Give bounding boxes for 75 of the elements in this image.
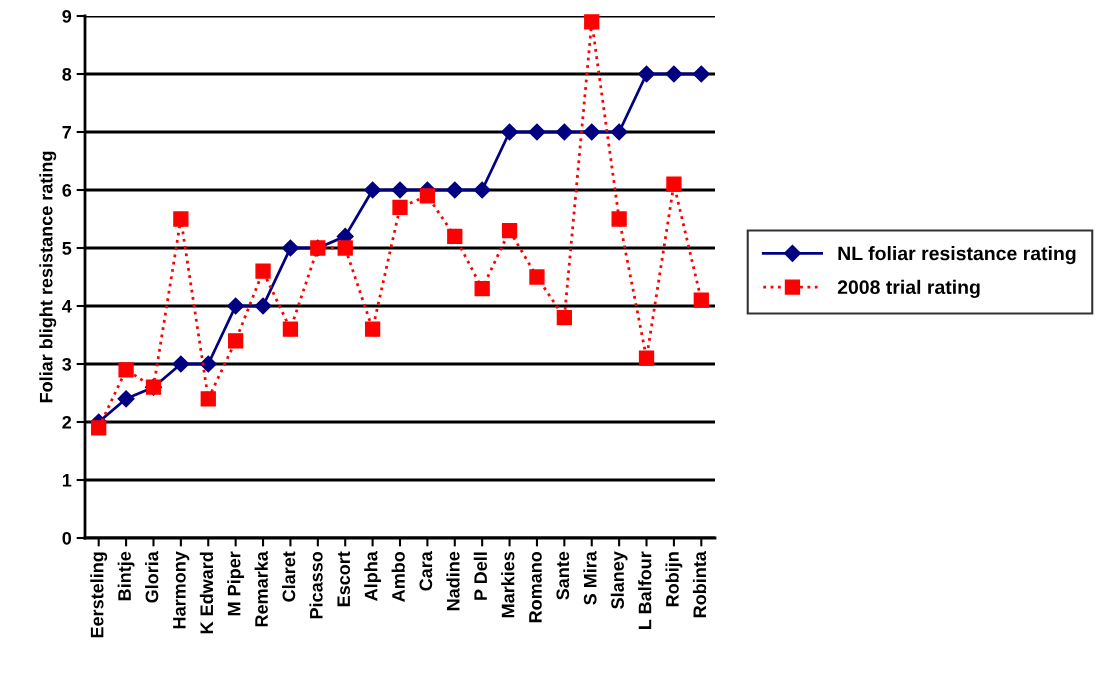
- x-tick-label: S Mira: [583, 551, 597, 605]
- point: [501, 222, 518, 239]
- y-tick-label: 5: [62, 242, 72, 255]
- point: [528, 123, 546, 141]
- point: [117, 390, 135, 408]
- x-tick-label: Bintje: [117, 551, 135, 601]
- point: [419, 188, 436, 204]
- point: [337, 240, 353, 256]
- y-tick-label: 3: [62, 357, 72, 371]
- x-tick-label: L Balfour: [638, 551, 652, 629]
- x-tick-label: Sante: [556, 551, 570, 600]
- point: [637, 65, 656, 83]
- point: [474, 280, 490, 297]
- x-tick-label: Harmony: [173, 551, 190, 629]
- y-tick-label: 9: [62, 9, 72, 23]
- x-tick-label: Slaney: [610, 551, 628, 609]
- point: [364, 181, 382, 199]
- point: [666, 176, 682, 192]
- point: [473, 181, 491, 199]
- x-tick-label: Escort: [337, 551, 351, 607]
- x-tick-label: Eersteling: [90, 552, 108, 638]
- point: [228, 333, 244, 349]
- x-tick-label: Claret: [282, 551, 296, 602]
- point: [282, 321, 299, 337]
- x-tick-label: Markies: [501, 551, 515, 618]
- y-tick-label: 7: [62, 126, 72, 139]
- y-tick-label: 0: [62, 531, 72, 545]
- point: [638, 350, 655, 366]
- point: [501, 123, 519, 141]
- x-tick-label: Robinta: [692, 551, 707, 618]
- legend-label: NL foliar resistance rating: [838, 246, 1076, 265]
- point: [364, 321, 381, 337]
- point: [610, 123, 628, 141]
- y-tick-label: 6: [62, 183, 72, 197]
- point: [173, 211, 189, 227]
- point: [693, 292, 709, 308]
- x-tick-label: Robijn: [665, 552, 683, 607]
- y-tick-label: 2: [62, 415, 72, 429]
- point: [583, 123, 601, 141]
- x-tick-label: Gloria: [145, 551, 159, 603]
- point: [281, 239, 299, 257]
- y-axis-title: Foliar blight resistance rating: [39, 151, 57, 403]
- x-tick-label: Alpha: [364, 551, 382, 601]
- point: [555, 123, 573, 141]
- point: [446, 181, 464, 199]
- point: [200, 391, 216, 407]
- point: [227, 297, 245, 315]
- x-tick-label: Ambo: [391, 551, 405, 602]
- x-tick-label: P Dell: [473, 552, 488, 600]
- x-tick-label: Picasso: [309, 551, 323, 619]
- point: [556, 309, 572, 326]
- x-tick-label: Cara: [419, 551, 433, 591]
- y-tick-label: 8: [62, 67, 72, 81]
- point: [584, 14, 600, 30]
- point: [199, 355, 217, 373]
- legend-label: 2008 trial rating: [837, 279, 980, 298]
- point: [692, 65, 710, 83]
- x-tick-label: M Piper: [227, 551, 245, 616]
- point: [91, 420, 107, 436]
- point: [255, 263, 271, 279]
- x-tick-label: Romano: [529, 551, 542, 623]
- x-tick-label: Remarka: [254, 551, 268, 627]
- y-tick-label: 4: [62, 300, 72, 313]
- point: [611, 211, 627, 227]
- y-tick-label: 1: [62, 474, 72, 487]
- point: [172, 355, 190, 373]
- point: [391, 181, 409, 199]
- point: [665, 65, 683, 83]
- point: [392, 199, 408, 216]
- point: [254, 297, 272, 315]
- x-tick-label: K Edward: [199, 552, 214, 634]
- point: [447, 228, 463, 245]
- point: [529, 269, 545, 285]
- x-tick-label: Nadine: [446, 551, 460, 611]
- point: [118, 362, 134, 378]
